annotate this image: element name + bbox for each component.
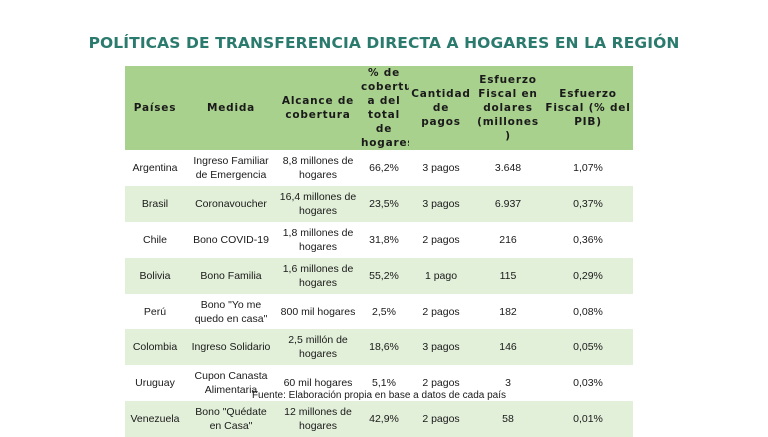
- cell-fiscal-gdp: 0,29%: [573, 269, 603, 282]
- cell-coverage: 8,8 millones de hogares: [282, 154, 354, 181]
- cell-coverage-pct: 31,8%: [369, 233, 399, 246]
- cell-coverage: 2,5 millón de hogares: [288, 334, 348, 361]
- table-row: Brasil Coronavoucher 16,4 millones de ho…: [125, 185, 633, 222]
- cell-measure: Bono COVID-19: [193, 233, 269, 246]
- source-note: Fuente: Elaboración propia en base a dat…: [251, 390, 507, 401]
- cell-fiscal-usd: 115: [499, 269, 517, 282]
- table-row: Colombia Ingreso Solidario 2,5 millón de…: [125, 329, 633, 366]
- table-row: Chile Bono COVID-19 1,8 millones de hoga…: [125, 222, 633, 258]
- cell-coverage: 16,4 millones de hogares: [279, 190, 357, 217]
- cell-fiscal-usd: 6.937: [494, 197, 522, 210]
- cell-coverage-pct: 5,1%: [372, 377, 396, 390]
- header-cantidad-pagos: Cantidad de pagos: [411, 88, 471, 128]
- cell-fiscal-gdp: 0,03%: [573, 377, 603, 390]
- cell-payments: 1 pago: [424, 269, 458, 282]
- cell-coverage-pct: 42,9%: [369, 413, 399, 426]
- table-row: Uruguay Cupon Canasta Alimentaria 60 mil…: [125, 365, 633, 401]
- cell-country: Brasil: [141, 197, 169, 210]
- cell-coverage-pct: 2,5%: [372, 305, 396, 318]
- cell-payments: 3 pagos: [422, 161, 460, 174]
- cell-payments: 3 pagos: [422, 197, 460, 210]
- cell-measure: Bono "Yo me quedo en casa": [194, 298, 268, 325]
- cell-country: Colombia: [132, 341, 178, 354]
- header-alcance: Alcance de cobertura: [281, 95, 355, 121]
- cell-country: Bolivia: [139, 269, 171, 282]
- cell-fiscal-gdp: 0,36%: [573, 233, 603, 246]
- cell-country: Chile: [143, 233, 167, 246]
- cell-payments: 2 pagos: [422, 413, 460, 426]
- cell-measure: Ingreso Solidario: [191, 341, 271, 354]
- header-medida: Medida: [206, 102, 256, 114]
- header-paises: Países: [133, 102, 177, 114]
- cell-measure: Bono Familia: [200, 269, 262, 282]
- header-esfuerzo-pib: Esfuerzo Fiscal (% del PIB): [545, 88, 631, 128]
- table-row: Venezuela Bono "Quédate en Casa" 12 mill…: [125, 401, 633, 437]
- cell-fiscal-gdp: 0,37%: [573, 197, 603, 210]
- cell-coverage: 800 mil hogares: [280, 305, 356, 318]
- page-title: POLÍTICAS DE TRANSFERENCIA DIRECTA A HOG…: [88, 34, 680, 52]
- cell-coverage: 1,8 millones de hogares: [282, 226, 354, 253]
- cell-payments: 2 pagos: [422, 305, 460, 318]
- cell-fiscal-usd: 146: [499, 341, 517, 354]
- cell-payments: 2 pagos: [422, 377, 460, 390]
- cell-country: Venezuela: [130, 413, 180, 426]
- cell-fiscal-usd: 58: [502, 413, 514, 426]
- cell-country: Argentina: [132, 161, 178, 174]
- cell-coverage: 12 millones de hogares: [284, 406, 352, 433]
- table-row: Bolivia Bono Familia 1,6 millones de hog…: [125, 257, 633, 294]
- cell-country: Uruguay: [135, 377, 175, 390]
- header-esfuerzo-usd: Esfuerzo Fiscal en dolares (millones ): [477, 74, 539, 142]
- transfer-policies-table: Países Medida Alcance de cobertura % de …: [125, 66, 633, 437]
- cell-fiscal-usd: 3.648: [494, 161, 522, 174]
- cell-fiscal-usd: 216: [499, 233, 517, 246]
- cell-fiscal-usd: 182: [499, 305, 517, 318]
- cell-coverage: 1,6 millones de hogares: [282, 262, 354, 289]
- cell-fiscal-gdp: 0,05%: [573, 341, 603, 354]
- header-porcentaje-cobertura: % de cobertur a del total de hogares: [361, 67, 409, 149]
- cell-coverage-pct: 66,2%: [369, 161, 399, 174]
- cell-measure: Ingreso Familiar de Emergencia: [193, 154, 269, 181]
- table-row: Perú Bono "Yo me quedo en casa" 800 mil …: [125, 294, 633, 330]
- cell-fiscal-gdp: 0,08%: [573, 305, 603, 318]
- cell-payments: 2 pagos: [422, 233, 460, 246]
- cell-measure: Bono "Quédate en Casa": [195, 406, 267, 433]
- cell-payments: 3 pagos: [422, 341, 460, 354]
- cell-fiscal-usd: 3: [505, 377, 511, 390]
- cell-country: Perú: [143, 305, 167, 318]
- cell-coverage-pct: 23,5%: [369, 197, 399, 210]
- cell-fiscal-gdp: 1,07%: [573, 161, 603, 174]
- cell-coverage-pct: 18,6%: [369, 341, 399, 354]
- cell-coverage: 60 mil hogares: [283, 377, 353, 390]
- table-row: Argentina Ingreso Familiar de Emergencia…: [125, 150, 633, 186]
- cell-coverage-pct: 55,2%: [369, 269, 399, 282]
- cell-measure: Coronavoucher: [195, 197, 267, 210]
- table-header-row: Países Medida Alcance de cobertura % de …: [125, 66, 633, 150]
- cell-measure: Cupon Canasta Alimentaria: [194, 370, 268, 397]
- cell-fiscal-gdp: 0,01%: [573, 413, 603, 426]
